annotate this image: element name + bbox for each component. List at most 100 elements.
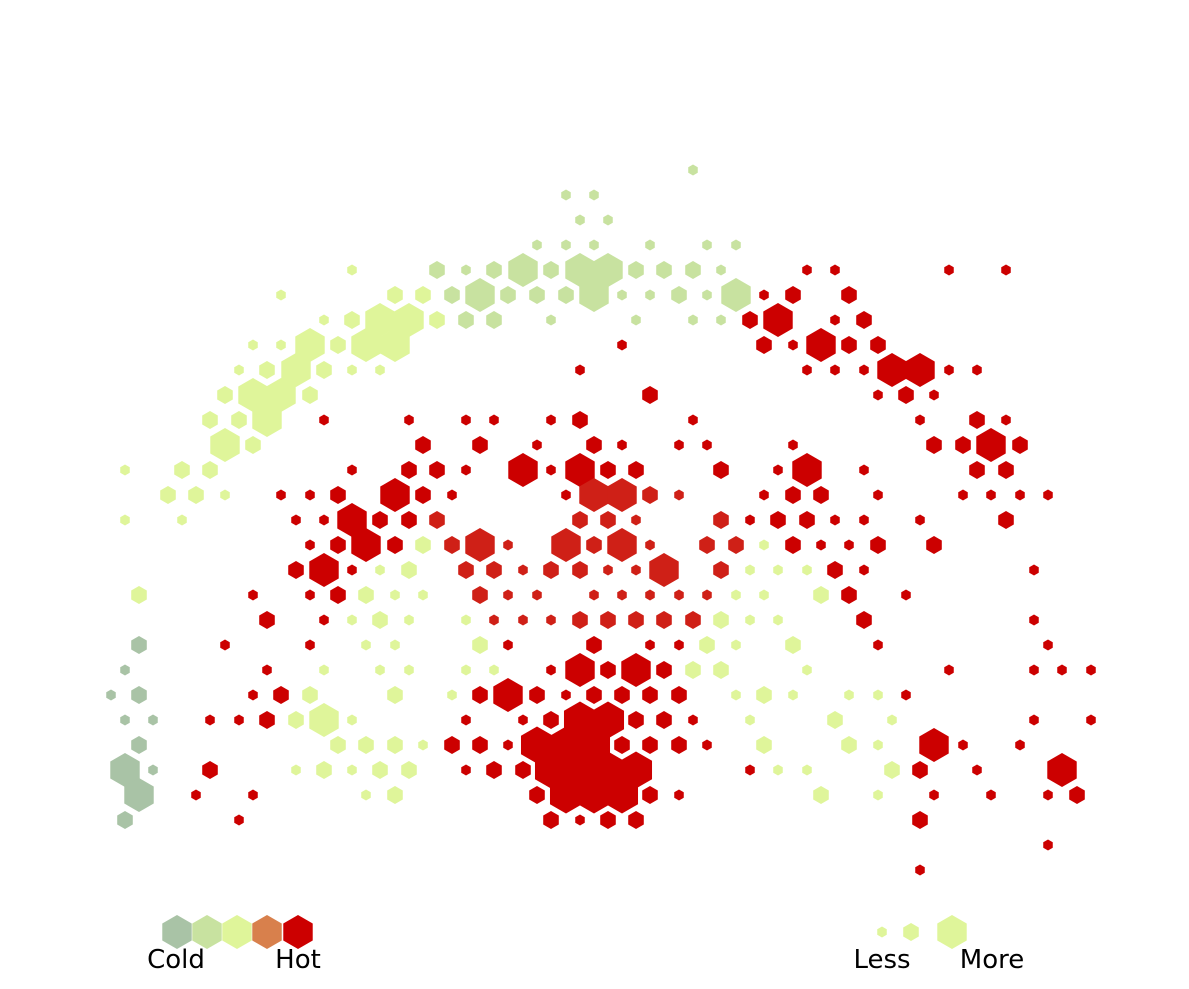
- hex-bin: [565, 653, 595, 687]
- hex-bin: [1043, 489, 1053, 501]
- hex-bin: [375, 664, 385, 676]
- hex-bin: [688, 164, 698, 176]
- hex-bin: [600, 511, 616, 529]
- hex-bin: [745, 614, 755, 626]
- hex-bin: [508, 253, 538, 287]
- hex-bin: [614, 686, 630, 704]
- hex-bin: [1029, 614, 1039, 626]
- hex-bin: [330, 736, 346, 754]
- hex-bin: [649, 553, 679, 587]
- hex-bin: [387, 536, 403, 554]
- hex-bin: [518, 714, 528, 726]
- hex-bin: [1015, 489, 1025, 501]
- hex-bin: [830, 514, 840, 526]
- hex-bin: [259, 711, 275, 729]
- hex-bin: [830, 264, 840, 276]
- hex-bin: [532, 439, 542, 451]
- hex-bin: [351, 328, 381, 362]
- hex-bin: [205, 714, 215, 726]
- hex-bin: [773, 564, 783, 576]
- hex-bin: [759, 539, 769, 551]
- color-scale-high-label: Hot: [275, 945, 321, 975]
- hex-bin: [656, 661, 672, 679]
- hex-bin: [905, 353, 935, 387]
- hex-bin: [642, 386, 658, 404]
- hex-bin: [543, 561, 559, 579]
- hex-bin: [685, 261, 701, 279]
- hex-bin: [688, 314, 698, 326]
- hex-bin: [558, 286, 574, 304]
- hex-bin: [745, 764, 755, 776]
- hex-bin: [532, 589, 542, 601]
- color-swatch-warm: [252, 915, 282, 949]
- hex-bin: [561, 239, 571, 251]
- hex-bin: [508, 453, 538, 487]
- hex-bin: [458, 311, 474, 329]
- hex-bin: [756, 736, 772, 754]
- hex-bin: [288, 711, 304, 729]
- hex-bin: [344, 311, 360, 329]
- hex-bin: [380, 328, 410, 362]
- hex-bin: [503, 639, 513, 651]
- hex-bin: [912, 761, 928, 779]
- hex-bin: [394, 303, 424, 337]
- hex-bin: [404, 414, 414, 426]
- hex-bin: [716, 264, 726, 276]
- hex-bin: [472, 736, 488, 754]
- hex-bin: [713, 561, 729, 579]
- hex-bin: [472, 436, 488, 454]
- hex-bin: [713, 611, 729, 629]
- hex-bin: [543, 711, 559, 729]
- hex-bin: [117, 811, 133, 829]
- hex-bin: [1043, 639, 1053, 651]
- hex-bin: [628, 461, 644, 479]
- size-scale-low-label: Less: [853, 945, 910, 975]
- hex-bin: [1043, 789, 1053, 801]
- hex-bin: [792, 453, 822, 487]
- hex-bin: [699, 536, 715, 554]
- hex-bin: [546, 614, 556, 626]
- hex-bin: [319, 314, 329, 326]
- hex-bin: [745, 514, 755, 526]
- hex-bin: [234, 364, 244, 376]
- hex-bin: [844, 539, 854, 551]
- hex-bin: [202, 411, 218, 429]
- hex-bin: [191, 789, 201, 801]
- hex-bin: [607, 528, 637, 562]
- hex-bin: [929, 389, 939, 401]
- hex-bin: [912, 811, 928, 829]
- hex-bin: [813, 586, 829, 604]
- hex-bin: [773, 764, 783, 776]
- hex-bin: [901, 589, 911, 601]
- hex-bin: [347, 614, 357, 626]
- hex-bin: [944, 364, 954, 376]
- hex-bin: [702, 739, 712, 751]
- hex-bin: [262, 664, 272, 676]
- hex-bin: [401, 561, 417, 579]
- hex-bin: [586, 636, 602, 654]
- hex-bin: [607, 478, 637, 512]
- hex-bin: [756, 686, 772, 704]
- hex-bin: [827, 711, 843, 729]
- hex-bin: [486, 561, 502, 579]
- hex-bin: [617, 589, 627, 601]
- hex-bin: [859, 464, 869, 476]
- hex-bin: [305, 639, 315, 651]
- hex-bin: [472, 686, 488, 704]
- hex-bin: [210, 428, 240, 462]
- hex-bin: [1001, 264, 1011, 276]
- hex-bin: [302, 686, 318, 704]
- size-swatch-xl: [937, 915, 967, 949]
- hex-bin: [309, 703, 339, 737]
- hex-bin: [248, 789, 258, 801]
- hex-bin: [295, 328, 325, 362]
- hex-bin: [785, 636, 801, 654]
- hex-bin: [575, 214, 585, 226]
- hex-bin: [944, 664, 954, 676]
- hex-bin: [472, 636, 488, 654]
- hex-bin: [628, 811, 644, 829]
- color-swatch-cold: [162, 915, 192, 949]
- hex-bin: [802, 364, 812, 376]
- hex-bin: [603, 564, 613, 576]
- hex-bin: [238, 378, 268, 412]
